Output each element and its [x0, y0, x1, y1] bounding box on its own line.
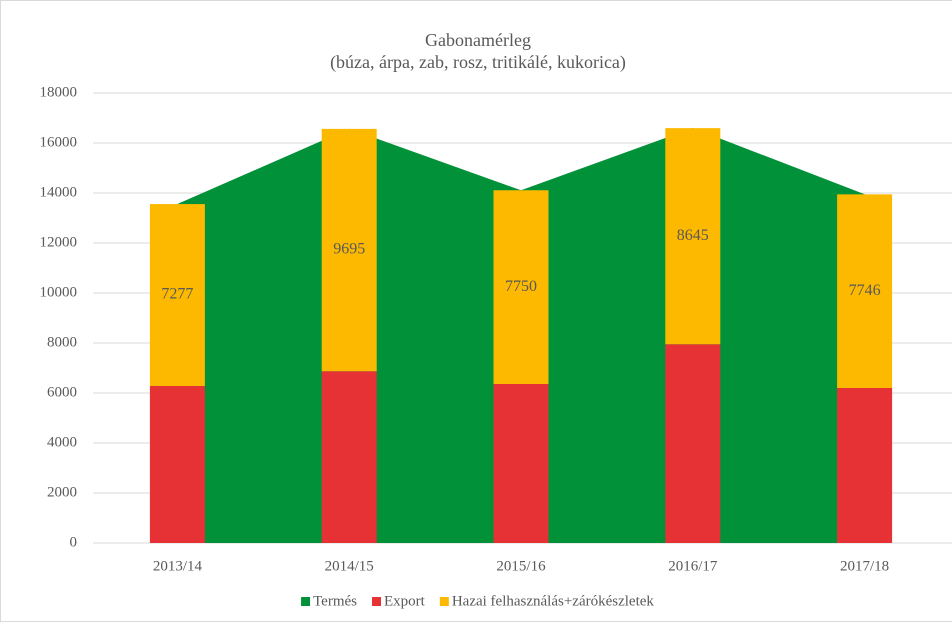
- x-tick-label: 2016/17: [668, 558, 718, 574]
- x-tick-label: 2017/18: [840, 558, 889, 574]
- chart-title: Gabonamérleg: [425, 30, 531, 50]
- bar: [321, 371, 377, 543]
- legend-swatch: [372, 597, 382, 606]
- y-tick-label: 16000: [40, 134, 78, 150]
- legend-swatch: [439, 597, 449, 606]
- bar: [837, 194, 893, 388]
- bar: [837, 388, 893, 543]
- bar: [149, 204, 205, 386]
- data-label: 7746: [849, 282, 881, 299]
- y-tick-label: 12000: [40, 234, 78, 250]
- chart-subtitle: (búza, árpa, zab, rosz, tritikálé, kukor…: [330, 52, 626, 73]
- bar: [493, 384, 549, 543]
- bar: [321, 128, 377, 372]
- legend-label: Termés: [313, 593, 357, 609]
- bar: [665, 128, 721, 345]
- y-tick-label: 6000: [47, 384, 77, 400]
- data-label: 8645: [677, 227, 709, 244]
- legend-label: Export: [384, 593, 426, 609]
- data-label: 7750: [505, 278, 537, 295]
- y-tick-label: 18000: [40, 84, 78, 100]
- data-label: 9695: [333, 241, 365, 258]
- y-tick-label: 2000: [47, 484, 77, 500]
- legend-swatch: [301, 597, 311, 606]
- x-tick-label: 2015/16: [496, 558, 546, 574]
- bar: [149, 386, 205, 543]
- bar: [665, 344, 721, 543]
- data-label: 7277: [161, 286, 193, 303]
- x-tick-label: 2013/14: [153, 558, 203, 574]
- bar: [493, 190, 549, 384]
- y-tick-label: 4000: [47, 434, 77, 450]
- x-tick-label: 2014/15: [325, 558, 374, 574]
- y-tick-label: 10000: [40, 284, 78, 300]
- y-tick-label: 8000: [47, 334, 77, 350]
- y-tick-label: 14000: [40, 184, 78, 200]
- legend-label: Hazai felhasználás+zárókészletek: [452, 593, 655, 609]
- y-tick-label: 0: [70, 534, 78, 550]
